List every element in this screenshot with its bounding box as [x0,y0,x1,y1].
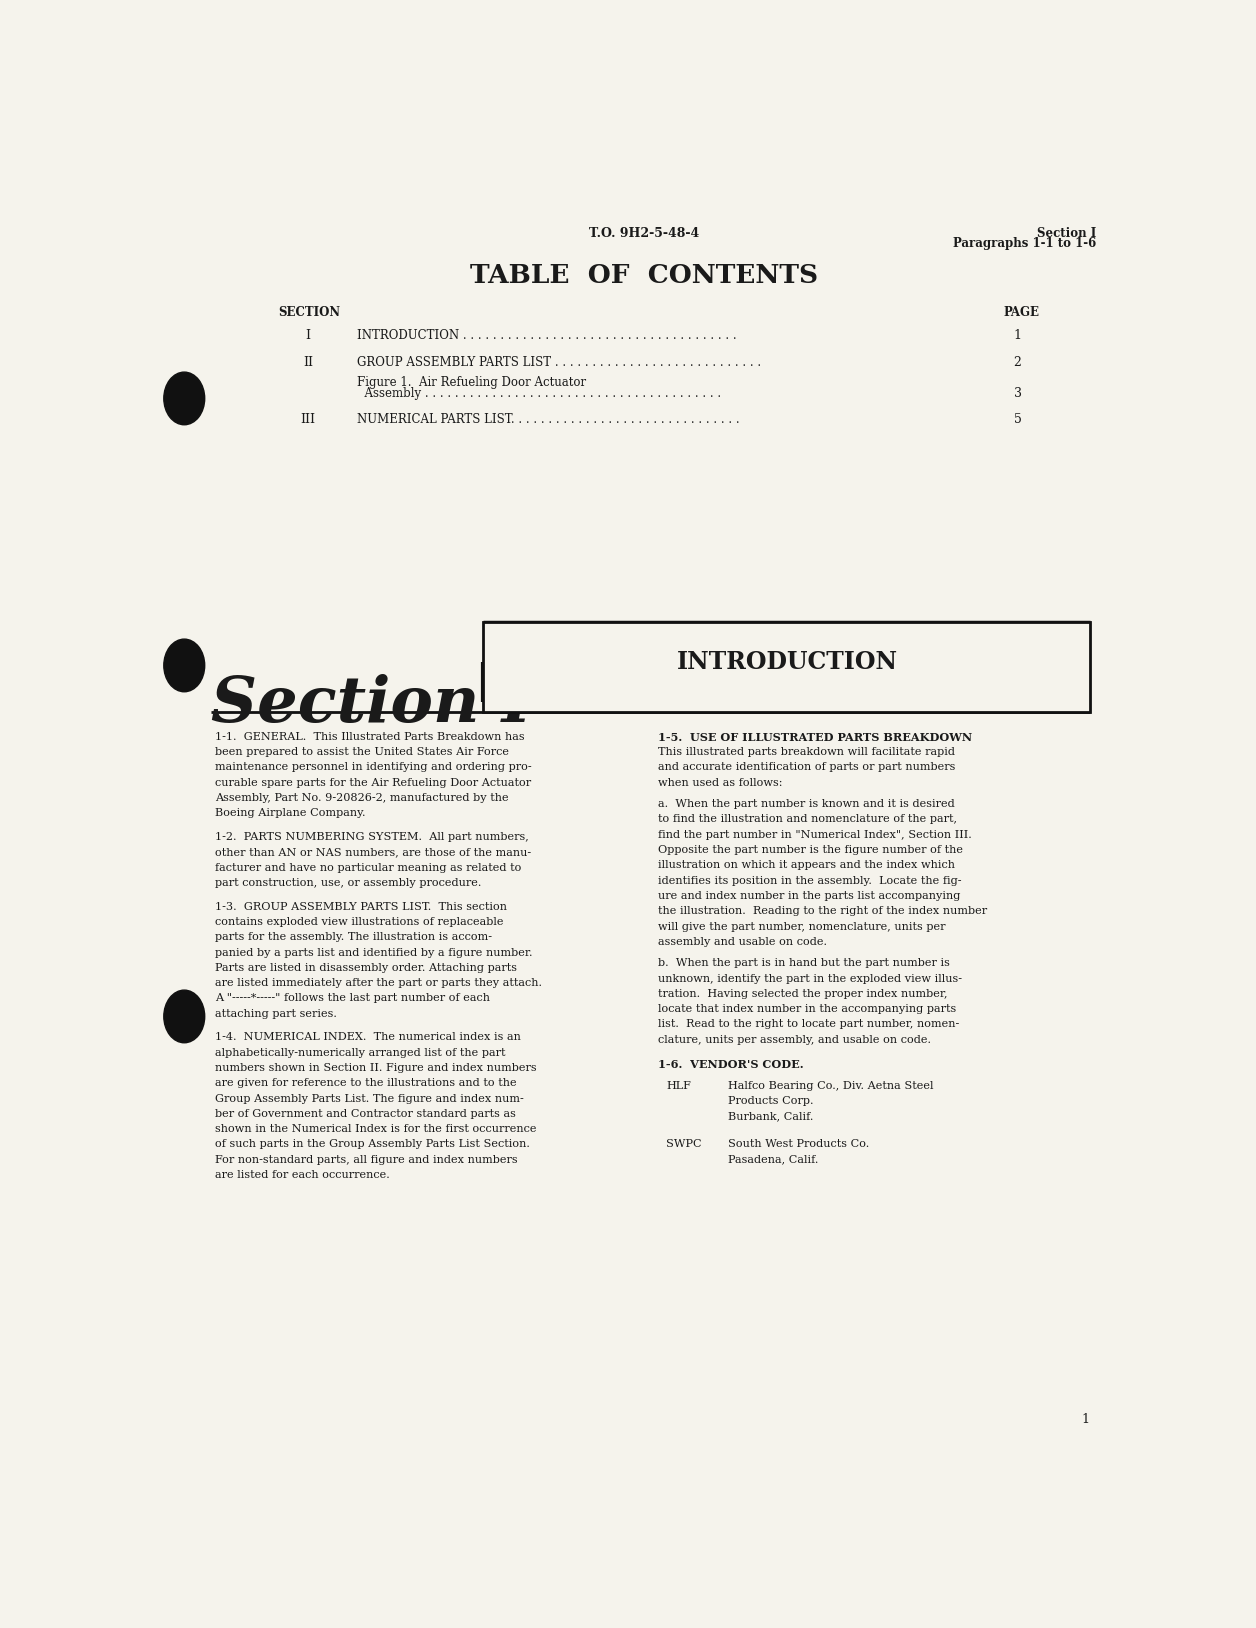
Text: are listed for each occurrence.: are listed for each occurrence. [216,1171,391,1180]
Text: clature, units per assembly, and usable on code.: clature, units per assembly, and usable … [658,1035,931,1045]
Bar [484,622,1089,711]
Circle shape [163,990,205,1044]
Text: been prepared to assist the United States Air Force: been prepared to assist the United State… [216,747,510,757]
Text: ure and index number in the parts list accompanying: ure and index number in the parts list a… [658,891,961,900]
Text: panied by a parts list and identified by a figure number.: panied by a parts list and identified by… [216,947,533,957]
Text: This illustrated parts breakdown will facilitate rapid: This illustrated parts breakdown will fa… [658,747,956,757]
Text: the illustration.  Reading to the right of the index number: the illustration. Reading to the right o… [658,907,987,917]
Text: T.O. 9H2-5-48-4: T.O. 9H2-5-48-4 [589,226,698,239]
Text: 1-6.  VENDOR'S CODE.: 1-6. VENDOR'S CODE. [658,1060,804,1070]
Text: INTRODUCTION . . . . . . . . . . . . . . . . . . . . . . . . . . . . . . . . . .: INTRODUCTION . . . . . . . . . . . . . .… [357,329,736,342]
Text: curable spare parts for the Air Refueling Door Actuator: curable spare parts for the Air Refuelin… [216,778,531,788]
Text: Assembly, Part No. 9-20826-2, manufactured by the: Assembly, Part No. 9-20826-2, manufactur… [216,793,509,803]
Text: NUMERICAL PARTS LIST. . . . . . . . . . . . . . . . . . . . . . . . . . . . . . : NUMERICAL PARTS LIST. . . . . . . . . . … [357,414,740,427]
Text: TABLE  OF  CONTENTS: TABLE OF CONTENTS [470,264,818,288]
Text: illustration on which it appears and the index which: illustration on which it appears and the… [658,860,956,871]
Text: Products Corp.: Products Corp. [728,1096,814,1105]
Text: attaching part series.: attaching part series. [216,1009,338,1019]
Text: to find the illustration and nomenclature of the part,: to find the illustration and nomenclatur… [658,814,957,824]
Text: 2: 2 [1014,357,1021,370]
Text: Section I: Section I [1037,226,1096,239]
Text: III: III [300,414,315,427]
Text: PAGE: PAGE [1004,306,1040,319]
Text: 1-5.  USE OF ILLUSTRATED PARTS BREAKDOWN: 1-5. USE OF ILLUSTRATED PARTS BREAKDOWN [658,733,972,742]
Text: a.  When the part number is known and it is desired: a. When the part number is known and it … [658,799,955,809]
Text: 3: 3 [1014,387,1021,400]
Text: are listed immediately after the part or parts they attach.: are listed immediately after the part or… [216,978,543,988]
Text: Burbank, Calif.: Burbank, Calif. [728,1112,814,1122]
Text: numbers shown in Section II. Figure and index numbers: numbers shown in Section II. Figure and … [216,1063,538,1073]
Text: part construction, use, or assembly procedure.: part construction, use, or assembly proc… [216,877,482,887]
Text: 5: 5 [1014,414,1021,427]
Text: 1-1.  GENERAL.  This Illustrated Parts Breakdown has: 1-1. GENERAL. This Illustrated Parts Bre… [216,733,525,742]
Text: Paragraphs 1-1 to 1-6: Paragraphs 1-1 to 1-6 [953,236,1096,249]
Text: unknown, identify the part in the exploded view illus-: unknown, identify the part in the explod… [658,974,962,983]
Text: HLF: HLF [666,1081,691,1091]
Text: 1-3.  GROUP ASSEMBLY PARTS LIST.  This section: 1-3. GROUP ASSEMBLY PARTS LIST. This sec… [216,902,507,912]
Text: list.  Read to the right to locate part number, nomen-: list. Read to the right to locate part n… [658,1019,960,1029]
Text: alphabetically-numerically arranged list of the part: alphabetically-numerically arranged list… [216,1048,506,1058]
Text: 1-4.  NUMERICAL INDEX.  The numerical index is an: 1-4. NUMERICAL INDEX. The numerical inde… [216,1032,521,1042]
Text: Halfco Bearing Co., Div. Aetna Steel: Halfco Bearing Co., Div. Aetna Steel [728,1081,934,1091]
Text: contains exploded view illustrations of replaceable: contains exploded view illustrations of … [216,917,504,926]
Text: GROUP ASSEMBLY PARTS LIST . . . . . . . . . . . . . . . . . . . . . . . . . . . : GROUP ASSEMBLY PARTS LIST . . . . . . . … [357,357,761,370]
Text: INTRODUCTION: INTRODUCTION [677,650,898,674]
Text: I: I [305,329,310,342]
Text: locate that index number in the accompanying parts: locate that index number in the accompan… [658,1004,957,1014]
Text: Pasadena, Calif.: Pasadena, Calif. [728,1154,819,1164]
Circle shape [163,373,205,425]
Text: SWPC: SWPC [666,1138,702,1149]
Text: 1: 1 [1014,329,1021,342]
Text: A "-----*-----" follows the last part number of each: A "-----*-----" follows the last part nu… [216,993,490,1003]
Text: 1-2.  PARTS NUMBERING SYSTEM.  All part numbers,: 1-2. PARTS NUMBERING SYSTEM. All part nu… [216,832,529,842]
Text: 1: 1 [1081,1413,1089,1426]
Text: ber of Government and Contractor standard parts as: ber of Government and Contractor standar… [216,1109,516,1118]
Text: shown in the Numerical Index is for the first occurrence: shown in the Numerical Index is for the … [216,1125,536,1135]
Text: Group Assembly Parts List. The figure and index num-: Group Assembly Parts List. The figure an… [216,1094,524,1104]
Text: Figure 1.  Air Refueling Door Actuator: Figure 1. Air Refueling Door Actuator [357,376,585,389]
Text: For non-standard parts, all figure and index numbers: For non-standard parts, all figure and i… [216,1154,517,1164]
Text: and accurate identification of parts or part numbers: and accurate identification of parts or … [658,762,956,772]
Text: will give the part number, nomenclature, units per: will give the part number, nomenclature,… [658,921,946,931]
Text: maintenance personnel in identifying and ordering pro-: maintenance personnel in identifying and… [216,762,533,772]
Text: Boeing Airplane Company.: Boeing Airplane Company. [216,809,365,819]
Text: other than AN or NAS numbers, are those of the manu-: other than AN or NAS numbers, are those … [216,847,531,858]
Text: SECTION: SECTION [279,306,340,319]
Text: tration.  Having selected the proper index number,: tration. Having selected the proper inde… [658,988,948,1000]
Text: Assembly . . . . . . . . . . . . . . . . . . . . . . . . . . . . . . . . . . . .: Assembly . . . . . . . . . . . . . . . .… [357,387,721,400]
Text: assembly and usable on code.: assembly and usable on code. [658,936,828,947]
Circle shape [163,640,205,692]
Text: Parts are listed in disassembly order. Attaching parts: Parts are listed in disassembly order. A… [216,962,517,974]
Text: identifies its position in the assembly.  Locate the fig-: identifies its position in the assembly.… [658,876,962,886]
Text: II: II [303,357,313,370]
Text: Section I: Section I [211,674,531,736]
Text: parts for the assembly. The illustration is accom-: parts for the assembly. The illustration… [216,933,492,943]
Text: b.  When the part is in hand but the part number is: b. When the part is in hand but the part… [658,959,951,969]
Text: of such parts in the Group Assembly Parts List Section.: of such parts in the Group Assembly Part… [216,1140,530,1149]
Text: Opposite the part number is the figure number of the: Opposite the part number is the figure n… [658,845,963,855]
Text: are given for reference to the illustrations and to the: are given for reference to the illustrat… [216,1078,517,1088]
Text: facturer and have no particular meaning as related to: facturer and have no particular meaning … [216,863,521,873]
Text: find the part number in "Numerical Index", Section III.: find the part number in "Numerical Index… [658,830,972,840]
Text: South West Products Co.: South West Products Co. [728,1138,869,1149]
Text: when used as follows:: when used as follows: [658,778,782,788]
